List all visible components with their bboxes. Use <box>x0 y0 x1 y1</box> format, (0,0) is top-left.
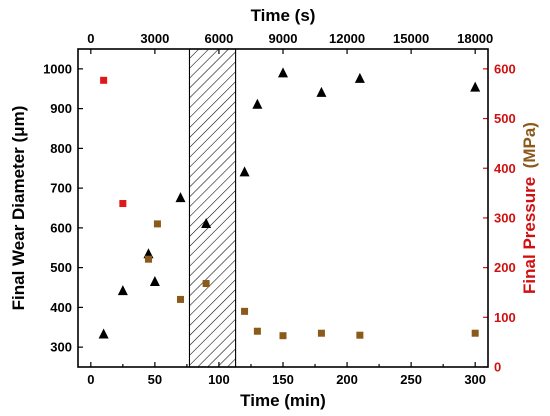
y2-tick-label: 600 <box>494 61 516 76</box>
y2-tick-label: 100 <box>494 310 516 325</box>
y2-tick-label: 200 <box>494 260 516 275</box>
x-tick-label: 300 <box>464 372 486 387</box>
x-tick-label: 100 <box>208 372 230 387</box>
pressure-point <box>471 329 479 337</box>
x-tick-label: 50 <box>148 372 162 387</box>
pressure-point <box>202 280 210 288</box>
y2-tick-label: 300 <box>494 210 516 225</box>
y2-tick-label: 400 <box>494 161 516 176</box>
x2-tick-label: 15000 <box>393 31 429 46</box>
y-tick-label: 700 <box>50 181 72 196</box>
wear-diameter-point <box>354 72 365 83</box>
x-tick-label: 0 <box>87 372 94 387</box>
wear-diameter-point <box>470 81 481 92</box>
x2-tick-label: 0 <box>87 31 94 46</box>
x2-tick-label: 12000 <box>329 31 365 46</box>
pressure-point <box>356 331 364 339</box>
pressure-point <box>241 307 249 315</box>
y2-axis-unit: (MPa) <box>520 122 539 168</box>
y-tick-label: 1000 <box>43 61 72 76</box>
wear-diameter-point <box>252 98 263 109</box>
y2-axis-title: Final Pressure <box>520 177 539 294</box>
plot-frame <box>77 48 489 368</box>
x2-tick-label: 6000 <box>204 31 233 46</box>
svg-text:Final Pressure (MPa): Final Pressure (MPa) <box>520 122 539 294</box>
x2-tick-label: 18000 <box>457 31 493 46</box>
y-tick-label: 500 <box>50 260 72 275</box>
wear-diameter-point <box>239 166 250 177</box>
pressure-point <box>279 332 287 340</box>
y2-tick-label: 500 <box>494 111 516 126</box>
wear-diameter-point <box>278 67 288 78</box>
wear-diameter-point <box>117 285 128 296</box>
x2-axis-title: Time (s) <box>251 6 316 25</box>
pressure-point <box>253 327 261 335</box>
pressure-point <box>153 220 161 228</box>
y-tick-label: 400 <box>50 300 72 315</box>
y-axis-title: Final Wear Diameter (μm) <box>9 106 28 311</box>
wear-diameter-point <box>175 192 186 203</box>
x-tick-label: 200 <box>336 372 358 387</box>
pressure-point <box>119 200 127 208</box>
x-tick-label: 250 <box>400 372 422 387</box>
pressure-point <box>144 255 152 263</box>
y-tick-label: 900 <box>50 101 72 116</box>
wear-diameter-point <box>201 218 212 229</box>
wear-diameter-point <box>316 86 327 97</box>
wear-diameter-point <box>98 328 109 339</box>
wear-diameter-point <box>149 276 160 287</box>
y2-tick-label: 0 <box>494 360 501 375</box>
x2-tick-label: 9000 <box>269 31 298 46</box>
x-tick-label: 150 <box>272 372 294 387</box>
y-tick-label: 600 <box>50 220 72 235</box>
pressure-point <box>100 76 108 84</box>
hatched-region <box>188 48 237 368</box>
pressure-point <box>177 295 184 303</box>
y-tick-label: 300 <box>50 340 72 355</box>
x2-tick-label: 3000 <box>140 31 169 46</box>
pressure-point <box>317 329 325 337</box>
x-axis-title: Time (min) <box>240 391 326 410</box>
y-tick-label: 800 <box>50 141 72 156</box>
